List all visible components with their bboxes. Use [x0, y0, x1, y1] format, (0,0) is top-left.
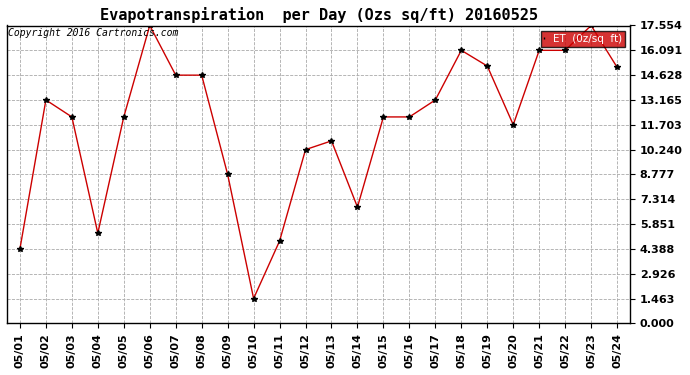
Title: Evapotranspiration  per Day (Ozs sq/ft) 20160525: Evapotranspiration per Day (Ozs sq/ft) 2… [99, 7, 538, 23]
Text: Copyright 2016 Cartronics.com: Copyright 2016 Cartronics.com [8, 28, 179, 39]
Legend: ET  (0z/sq  ft): ET (0z/sq ft) [541, 31, 625, 47]
